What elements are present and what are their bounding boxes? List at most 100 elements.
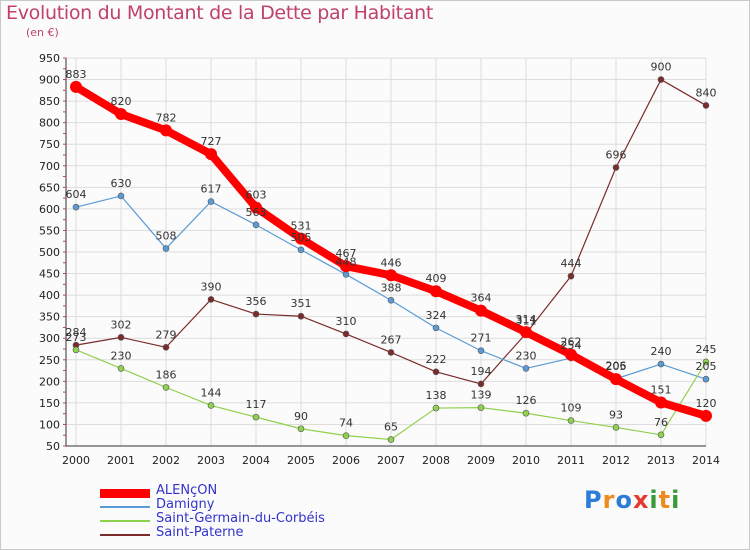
data-label: 505 bbox=[291, 231, 312, 244]
data-point bbox=[70, 80, 82, 93]
data-label: 194 bbox=[471, 365, 492, 378]
y-tick-label: 600 bbox=[39, 203, 60, 216]
data-label: 630 bbox=[111, 177, 132, 190]
legend-swatch bbox=[100, 489, 150, 498]
data-point bbox=[387, 436, 395, 443]
data-label: 126 bbox=[516, 394, 537, 407]
chart-unit: (en €) bbox=[26, 26, 59, 39]
x-tick-label: 2012 bbox=[602, 454, 630, 467]
data-point bbox=[250, 201, 262, 214]
data-point bbox=[340, 260, 352, 273]
y-tick-label: 750 bbox=[39, 138, 60, 151]
x-tick-label: 2003 bbox=[197, 454, 225, 467]
data-label: 617 bbox=[201, 183, 222, 196]
data-label: 138 bbox=[426, 389, 447, 402]
data-label: 314 bbox=[516, 313, 537, 326]
data-point bbox=[430, 285, 442, 298]
data-label: 508 bbox=[156, 230, 177, 243]
data-point bbox=[522, 365, 530, 372]
data-label: 254 bbox=[561, 339, 582, 352]
data-point bbox=[475, 304, 487, 317]
data-label: 284 bbox=[66, 326, 87, 339]
data-label: 448 bbox=[336, 255, 357, 268]
legend-label: Damigny bbox=[156, 497, 215, 512]
data-label: 222 bbox=[426, 353, 447, 366]
data-label: 782 bbox=[156, 111, 177, 124]
data-point bbox=[700, 409, 712, 422]
legend-label: Saint-Paterne bbox=[156, 525, 244, 540]
x-tick-label: 2000 bbox=[62, 454, 90, 467]
x-tick-label: 2001 bbox=[107, 454, 135, 467]
data-label: 151 bbox=[651, 383, 672, 396]
axes: 50 100 150 200 250 300 350 400 450 500 550 600 650 70… bbox=[39, 52, 720, 467]
data-point bbox=[657, 360, 665, 368]
data-labels: 883 820 782 727 603 531 467 446 409 364 314 262 205 1… bbox=[66, 61, 717, 434]
data-point bbox=[477, 347, 485, 355]
x-tick-label: 2014 bbox=[692, 454, 720, 467]
data-point bbox=[160, 124, 172, 137]
data-label: 76 bbox=[654, 416, 668, 429]
data-point bbox=[610, 373, 622, 386]
data-point bbox=[72, 203, 80, 211]
data-label: 311 bbox=[516, 314, 537, 327]
data-point bbox=[522, 409, 530, 417]
series-lines bbox=[70, 76, 712, 443]
data-point bbox=[612, 424, 620, 431]
proxiti-logo: Proxiti bbox=[584, 486, 681, 514]
data-label: 324 bbox=[426, 309, 447, 322]
data-point bbox=[342, 271, 350, 278]
data-point bbox=[72, 346, 80, 354]
data-point bbox=[567, 272, 575, 280]
data-point bbox=[117, 192, 125, 200]
data-point bbox=[387, 296, 395, 304]
data-label: 603 bbox=[246, 189, 267, 202]
x-tick-label: 2007 bbox=[377, 454, 405, 467]
data-point bbox=[655, 396, 667, 409]
data-label: 74 bbox=[339, 417, 353, 430]
data-point bbox=[295, 232, 307, 245]
data-point bbox=[520, 326, 532, 339]
y-tick-label: 100 bbox=[39, 418, 60, 431]
data-label: 364 bbox=[471, 292, 492, 305]
data-point bbox=[207, 198, 215, 205]
data-label: 279 bbox=[156, 328, 177, 341]
data-label: 139 bbox=[471, 389, 492, 402]
x-tick-label: 2009 bbox=[467, 454, 495, 467]
data-label: 271 bbox=[471, 332, 492, 345]
data-point bbox=[162, 343, 170, 351]
y-tick-label: 200 bbox=[39, 375, 60, 388]
x-tick-label: 2002 bbox=[152, 454, 180, 467]
legend-label: ALENçON bbox=[156, 483, 218, 498]
y-tick-label: 300 bbox=[39, 332, 60, 345]
data-label: 206 bbox=[606, 360, 627, 373]
data-label: 390 bbox=[201, 280, 222, 293]
data-point bbox=[702, 375, 710, 383]
y-tick-label: 250 bbox=[39, 354, 60, 367]
x-tick-label: 2004 bbox=[242, 454, 270, 467]
data-label: 302 bbox=[111, 318, 132, 331]
data-point bbox=[252, 221, 260, 229]
x-tick-label: 2013 bbox=[647, 454, 675, 467]
data-label: 267 bbox=[381, 333, 402, 346]
y-tick-label: 500 bbox=[39, 246, 60, 259]
data-label: 467 bbox=[336, 247, 357, 260]
x-tick-label: 2010 bbox=[512, 454, 540, 467]
data-label: 109 bbox=[561, 402, 582, 415]
data-label: 604 bbox=[66, 188, 87, 201]
data-label: 409 bbox=[426, 272, 447, 285]
data-label: 205 bbox=[696, 360, 717, 373]
y-tick-label: 450 bbox=[39, 268, 60, 281]
data-label: 820 bbox=[111, 95, 132, 108]
y-tick-label: 550 bbox=[39, 224, 60, 237]
data-label: 230 bbox=[516, 349, 537, 362]
data-label: 727 bbox=[201, 135, 222, 148]
y-tick-label: 900 bbox=[39, 74, 60, 87]
data-label: 120 bbox=[696, 397, 717, 410]
data-point bbox=[207, 296, 215, 303]
x-tick-label: 2005 bbox=[287, 454, 315, 467]
data-point bbox=[702, 102, 710, 109]
data-label: 205 bbox=[606, 360, 627, 373]
data-point bbox=[477, 404, 485, 411]
data-label: 696 bbox=[606, 149, 627, 162]
